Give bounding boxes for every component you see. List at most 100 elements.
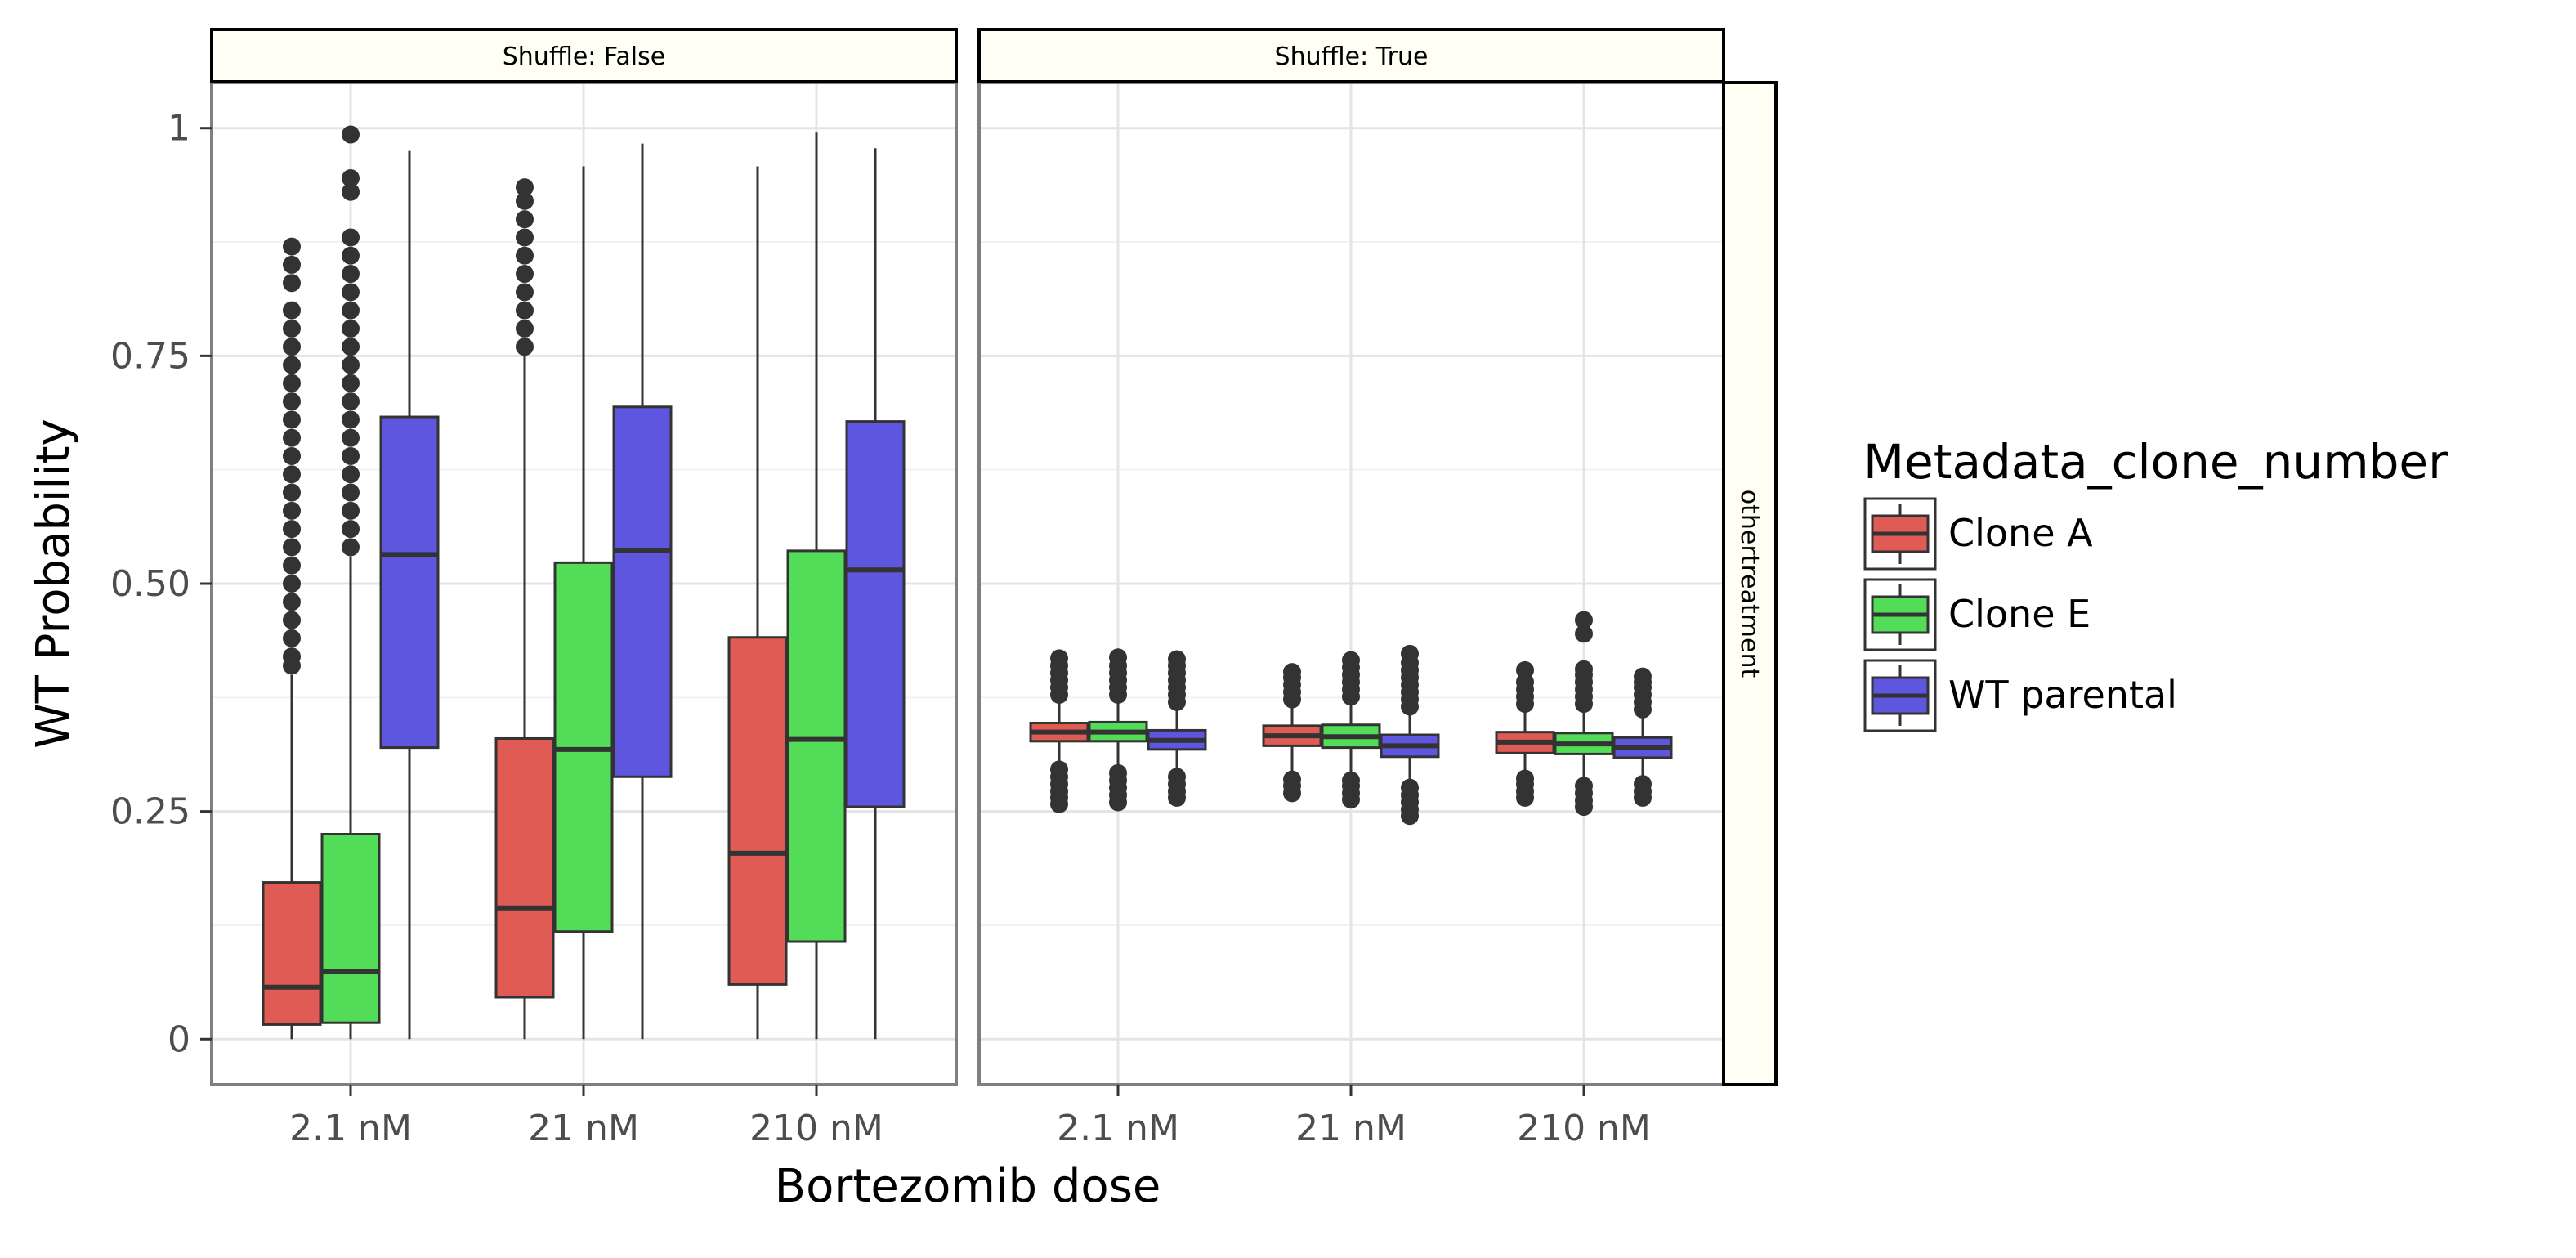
outlier-point xyxy=(342,125,360,144)
outlier-point xyxy=(283,520,301,539)
outlier-point xyxy=(342,301,360,320)
outlier-point xyxy=(283,356,301,374)
y-tick-label: 0.50 xyxy=(110,563,190,605)
outlier-point xyxy=(283,338,301,356)
outlier-point xyxy=(342,538,360,557)
facet-panel: Shuffle: True 2.1 nM 21 nM 210 nM xyxy=(977,28,1725,1149)
outlier-point xyxy=(283,374,301,392)
outlier-point xyxy=(1575,625,1593,643)
outlier-point xyxy=(516,338,534,356)
outlier-point xyxy=(1516,769,1534,788)
outlier-point xyxy=(516,301,534,320)
outlier-point xyxy=(283,647,301,666)
outlier-point xyxy=(283,593,301,611)
box-wt-parental xyxy=(845,148,906,1040)
outlier-point xyxy=(1283,663,1301,682)
box-clone-e xyxy=(1554,611,1614,817)
legend-item: Clone A xyxy=(1863,497,2093,571)
facet-row-strip-box xyxy=(1722,81,1778,1086)
outlier-point xyxy=(1401,778,1419,797)
outlier-point xyxy=(283,465,301,484)
outlier-point xyxy=(1575,777,1593,795)
outlier-point xyxy=(342,374,360,392)
outlier-point xyxy=(283,237,301,256)
outlier-point xyxy=(516,265,534,284)
box-iqr xyxy=(845,420,906,808)
box-wt-parental xyxy=(1380,644,1440,826)
outlier-point xyxy=(516,178,534,197)
outlier-point xyxy=(342,338,360,356)
outlier-point xyxy=(283,556,301,575)
outlier-point xyxy=(1050,760,1068,779)
outlier-point xyxy=(1050,649,1068,668)
x-tick-label: 2.1 nM xyxy=(1057,1108,1179,1149)
outlier-point xyxy=(283,410,301,429)
box-wt-parental xyxy=(379,150,440,1040)
outlier-point xyxy=(516,283,534,302)
outlier-point xyxy=(283,274,301,293)
outlier-point xyxy=(283,575,301,593)
outlier-point xyxy=(1109,763,1127,782)
outlier-point xyxy=(342,428,360,447)
box-clone-a xyxy=(1495,660,1555,807)
outlier-point xyxy=(342,228,360,247)
outlier-point xyxy=(342,182,360,201)
box-wt-parental xyxy=(1612,667,1673,807)
outlier-point xyxy=(283,392,301,411)
outlier-point xyxy=(342,356,360,374)
y-tick-label: 0.75 xyxy=(110,335,190,377)
box-clone-e xyxy=(1088,648,1148,812)
legend-label: Clone A xyxy=(1948,511,2093,555)
x-tick-label: 210 nM xyxy=(749,1108,883,1149)
outlier-point xyxy=(342,465,360,484)
outlier-point xyxy=(516,228,534,247)
facet-title: Shuffle: True xyxy=(1275,43,1429,71)
y-axis: 0 0.25 0.50 0.75 1 xyxy=(110,108,212,1060)
box-clone-a xyxy=(262,237,322,1040)
outlier-point xyxy=(342,446,360,465)
x-tick-label: 21 nM xyxy=(1295,1108,1407,1149)
outlier-point xyxy=(516,246,534,265)
outlier-point xyxy=(1401,644,1419,663)
outlier-point xyxy=(283,483,301,502)
outlier-point xyxy=(283,446,301,465)
outlier-point xyxy=(1516,660,1534,679)
box-wt-parental xyxy=(1147,650,1207,807)
outlier-point xyxy=(283,319,301,338)
box-wt-parental xyxy=(612,143,673,1040)
outlier-point xyxy=(342,265,360,284)
facet-strip xyxy=(977,28,1725,83)
outlier-point xyxy=(1168,650,1186,669)
outlier-point xyxy=(342,501,360,520)
panels-layer: Shuffle: False 2.1 nM 21 nM 210 nM Shuffle: … xyxy=(210,28,1725,1149)
outlier-point xyxy=(1634,775,1652,794)
legend-label: Clone E xyxy=(1948,592,2091,636)
outlier-point xyxy=(1283,770,1301,789)
outlier-point xyxy=(342,169,360,188)
outlier-point xyxy=(283,428,301,447)
outlier-point xyxy=(342,520,360,539)
outlier-point xyxy=(283,501,301,520)
outlier-point xyxy=(283,629,301,647)
x-tick-label: 2.1 nM xyxy=(289,1108,412,1149)
outlier-point xyxy=(516,191,534,210)
box-clone-e xyxy=(786,132,847,1040)
outlier-point xyxy=(1634,667,1652,686)
facet-title: Shuffle: False xyxy=(503,43,665,71)
box-iqr xyxy=(494,736,555,999)
outlier-point xyxy=(342,483,360,502)
outlier-point xyxy=(283,301,301,320)
box-iqr xyxy=(727,636,788,986)
y-axis-title: WT Probability xyxy=(27,419,80,748)
box-iqr xyxy=(320,833,381,1024)
box-iqr xyxy=(379,415,440,750)
outlier-point xyxy=(1575,611,1593,629)
box-iqr xyxy=(262,881,322,1026)
box-iqr xyxy=(612,405,673,778)
box-clone-e xyxy=(1321,651,1381,809)
y-tick-label: 1 xyxy=(168,108,190,150)
outlier-point xyxy=(283,255,301,274)
box-clone-a xyxy=(1262,663,1322,803)
